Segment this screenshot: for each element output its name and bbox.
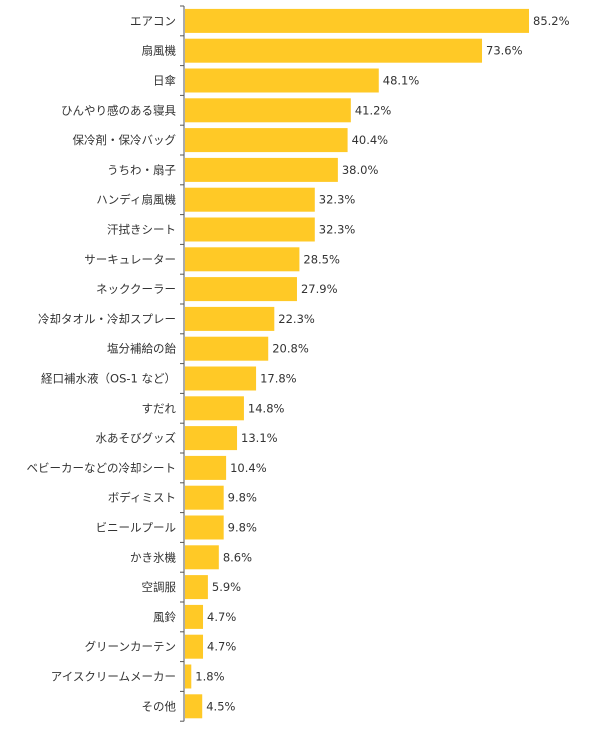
- bar: [185, 38, 483, 63]
- category-label: アイスクリームメーカー: [51, 670, 176, 684]
- value-label: 9.8%: [228, 491, 257, 505]
- category-label: 塩分補給の飴: [107, 342, 176, 356]
- value-label: 13.1%: [241, 431, 278, 445]
- value-label: 20.8%: [272, 342, 309, 356]
- value-label: 4.5%: [206, 699, 235, 713]
- bar: [185, 396, 244, 421]
- value-label: 17.8%: [260, 372, 297, 386]
- category-label: ビニールプール: [96, 521, 177, 535]
- y-axis-ticks-group: [180, 5, 184, 722]
- bar: [185, 485, 224, 510]
- value-label: 4.7%: [207, 610, 236, 624]
- bar: [185, 604, 204, 629]
- value-label: 73.6%: [486, 44, 523, 58]
- value-label: 38.0%: [342, 163, 379, 177]
- value-label: 41.2%: [355, 103, 392, 117]
- bar: [185, 8, 529, 33]
- value-label: 1.8%: [195, 670, 224, 684]
- value-label: 32.3%: [319, 193, 356, 207]
- value-label: 9.8%: [228, 521, 257, 535]
- category-label: 日傘: [153, 74, 176, 88]
- value-label: 85.2%: [533, 14, 570, 28]
- category-label: 扇風機: [142, 44, 177, 58]
- category-label: 汗拭きシート: [107, 223, 176, 237]
- bar: [185, 664, 192, 689]
- bar: [185, 336, 269, 361]
- value-labels-group: 85.2% 73.6% 48.1% 41.2% 40.4% 38.0% 32.3% 32.3%…: [195, 14, 569, 713]
- category-label: すだれ: [142, 401, 177, 415]
- category-label: ベビーカーなどの冷却シート: [27, 461, 177, 475]
- category-label: 風鈴: [153, 610, 176, 624]
- category-label: 保冷剤・保冷バッグ: [73, 133, 177, 147]
- bar: [185, 247, 300, 272]
- category-label: 空調服: [142, 580, 177, 594]
- value-label: 22.3%: [278, 312, 315, 326]
- bar: [185, 187, 315, 212]
- value-label: 5.9%: [212, 580, 241, 594]
- bar: [185, 366, 257, 391]
- bar: [185, 306, 275, 331]
- bar: [185, 575, 208, 600]
- value-label: 4.7%: [207, 640, 236, 654]
- bar: [185, 68, 379, 93]
- category-label: ハンディ扇風機: [96, 193, 176, 207]
- category-label: ひんやり感のある寝具: [61, 103, 176, 117]
- category-label: うちわ・扇子: [107, 163, 176, 177]
- bar: [185, 515, 224, 540]
- value-label: 14.8%: [248, 401, 285, 415]
- category-label: ボディミスト: [108, 491, 176, 505]
- bar: [185, 694, 203, 719]
- category-label: かき氷機: [130, 550, 176, 564]
- category-label: エアコン: [130, 14, 176, 28]
- category-label: ネッククーラー: [96, 282, 176, 296]
- category-label: サーキュレーター: [84, 252, 176, 266]
- value-label: 32.3%: [319, 223, 356, 237]
- category-label: 水あそびグッズ: [96, 431, 177, 445]
- bar: [185, 455, 227, 480]
- category-label: その他: [142, 699, 177, 713]
- bar: [185, 545, 219, 570]
- category-label: グリーンカーテン: [85, 640, 176, 654]
- bar: [185, 157, 338, 182]
- bar: [185, 634, 204, 659]
- category-labels-group: エアコン扇風機日傘ひんやり感のある寝具保冷剤・保冷バッグうちわ・扇子ハンディ扇風…: [27, 14, 177, 713]
- bar: [185, 426, 238, 451]
- value-label: 40.4%: [352, 133, 389, 147]
- value-label: 8.6%: [223, 550, 252, 564]
- bars-group: [185, 8, 529, 719]
- value-label: 10.4%: [230, 461, 267, 475]
- category-label: 経口補水液（OS-1 など）: [41, 372, 176, 386]
- bar: [185, 277, 297, 302]
- value-label: 28.5%: [303, 252, 340, 266]
- bar: [185, 217, 315, 242]
- bar: [185, 98, 351, 123]
- category-label: 冷却タオル・冷却スプレー: [38, 312, 176, 326]
- value-label: 48.1%: [383, 74, 420, 88]
- bar: [185, 128, 348, 153]
- value-label: 27.9%: [301, 282, 338, 296]
